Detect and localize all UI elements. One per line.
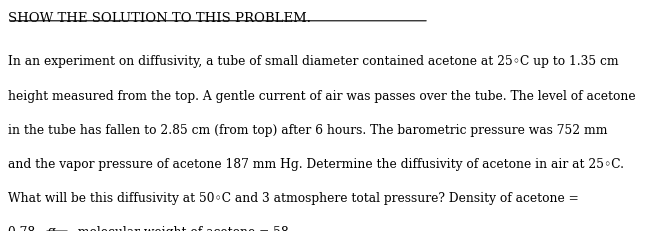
Text: 0.78: 0.78 bbox=[8, 226, 39, 231]
Text: , molecular weight of acetone = 58.: , molecular weight of acetone = 58. bbox=[70, 226, 293, 231]
Text: in the tube has fallen to 2.85 cm (from top) after 6 hours. The barometric press: in the tube has fallen to 2.85 cm (from … bbox=[8, 124, 607, 137]
Text: In an experiment on diffusivity, a tube of small diameter contained acetone at 2: In an experiment on diffusivity, a tube … bbox=[8, 55, 618, 68]
Text: g: g bbox=[47, 225, 55, 231]
Text: What will be this diffusivity at 50◦C and 3 atmosphere total pressure? Density o: What will be this diffusivity at 50◦C an… bbox=[8, 192, 579, 205]
Text: SHOW THE SOLUTION TO THIS PROBLEM.: SHOW THE SOLUTION TO THIS PROBLEM. bbox=[8, 12, 311, 24]
Text: height measured from the top. A gentle current of air was passes over the tube. : height measured from the top. A gentle c… bbox=[8, 90, 636, 103]
Text: and the vapor pressure of acetone 187 mm Hg. Determine the diffusivity of aceton: and the vapor pressure of acetone 187 mm… bbox=[8, 158, 624, 171]
